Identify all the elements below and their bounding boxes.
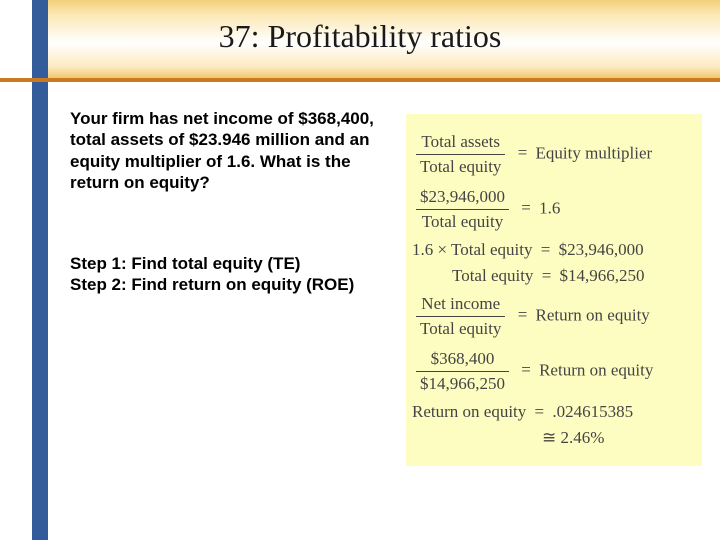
equals: = [518, 143, 528, 162]
calc-row-5: Net income Total equity = Return on equi… [412, 292, 692, 341]
rhs: $23,946,000 [559, 240, 644, 259]
numerator: $23,946,000 [416, 187, 509, 210]
calc-row-7: Return on equity = .024615385 [412, 402, 692, 422]
equals: = [521, 198, 531, 217]
divider-line [0, 78, 720, 82]
equals: = [542, 266, 552, 285]
lhs: Total equity [452, 266, 533, 285]
rhs: 1.6 [539, 198, 560, 217]
calc-row-4: Total equity = $14,966,250 [452, 266, 692, 286]
calc-row-8: ≅ 2.46% [542, 428, 692, 448]
calc-row-3: 1.6 × Total equity = $23,946,000 [412, 240, 692, 260]
slide: 37: Profitability ratios Your firm has n… [0, 0, 720, 540]
equals: = [521, 360, 531, 379]
denominator: $14,966,250 [416, 372, 509, 394]
rhs: Return on equity [539, 360, 653, 379]
lhs: 1.6 × Total equity [412, 240, 532, 259]
step-2: Step 2: Find return on equity (ROE) [70, 274, 380, 295]
numerator: Total assets [416, 132, 505, 155]
calc-row-1: Total assets Total equity = Equity multi… [412, 130, 692, 179]
rhs: .024615385 [552, 402, 633, 421]
denominator: Total equity [416, 155, 505, 177]
step-1: Step 1: Find total equity (TE) [70, 253, 380, 274]
rhs: $14,966,250 [560, 266, 645, 285]
calculation-box: Total assets Total equity = Equity multi… [406, 114, 702, 466]
rhs: Equity multiplier [536, 143, 653, 162]
rhs: Return on equity [536, 305, 650, 324]
calc-row-6: $368,400 $14,966,250 = Return on equity [412, 347, 692, 396]
denominator: Total equity [416, 210, 509, 232]
slide-title: 37: Profitability ratios [0, 18, 720, 55]
fraction: Net income Total equity [416, 294, 505, 339]
numerator: $368,400 [416, 349, 509, 372]
equals: = [518, 305, 528, 324]
rhs: ≅ 2.46% [542, 428, 604, 447]
fraction: $368,400 $14,966,250 [416, 349, 509, 394]
equals: = [535, 402, 545, 421]
calc-row-2: $23,946,000 Total equity = 1.6 [412, 185, 692, 234]
fraction: Total assets Total equity [416, 132, 505, 177]
lhs: Return on equity [412, 402, 526, 421]
equals: = [541, 240, 551, 259]
fraction: $23,946,000 Total equity [416, 187, 509, 232]
problem-text: Your firm has net income of $368,400, to… [70, 108, 380, 193]
numerator: Net income [416, 294, 505, 317]
denominator: Total equity [416, 317, 505, 339]
steps-block: Step 1: Find total equity (TE) Step 2: F… [70, 253, 380, 296]
